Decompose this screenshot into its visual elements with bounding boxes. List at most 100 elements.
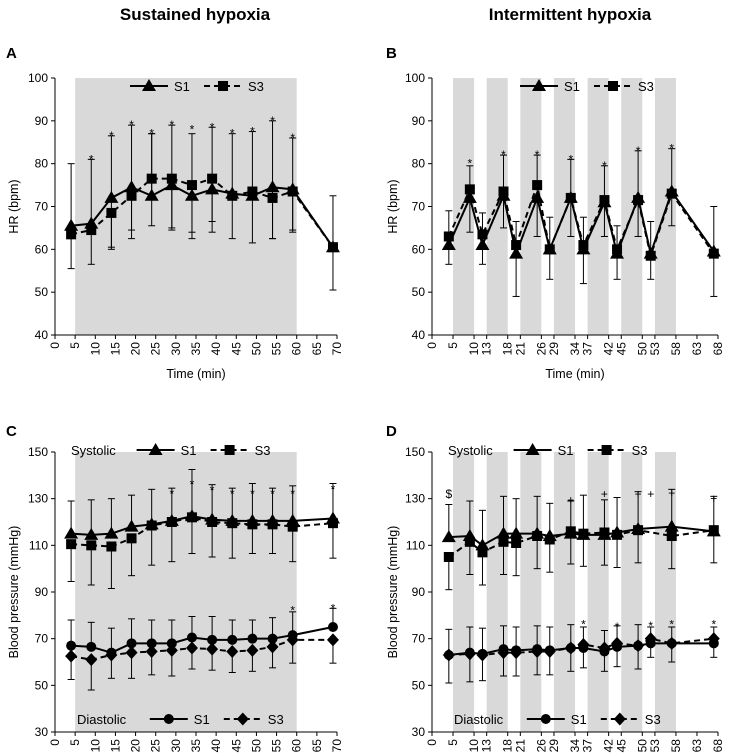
data-point-diastolic-s1 [186,632,197,643]
significance-mark: * [669,618,674,632]
data-point-diastolic-s1 [327,622,338,632]
x-tick-label: 15 [108,342,122,356]
significance-mark: + [635,487,642,501]
hypoxia-shade-7 [654,78,676,335]
data-point-s3 [66,229,77,240]
x-tick-label: 13 [480,342,494,356]
x-tick-label: 60 [290,342,304,356]
x-tick-label: 53 [648,342,662,356]
data-point-s3 [443,231,454,242]
data-point-diastolic-s1 [146,638,157,649]
y-tick-label: 70 [412,200,426,214]
data-point-systolic-s3 [227,518,238,529]
x-tick-label: 0 [425,739,439,746]
y-tick-label: 150 [28,445,48,459]
data-point-systolic-s3 [443,552,454,562]
y-tick-label: 100 [405,71,425,85]
y-axis-label: HR (bpm) [7,179,21,233]
panel-a: A 40 50 60 70 80 90 100 0 5 10 15 20 25 30 35 40 45 50 55 60… [6,45,344,381]
legend-legend-text-s1: S1 [564,79,580,94]
y-tick-label: 150 [405,445,425,459]
data-point-systolic-s3 [532,531,543,541]
significance-mark: * [290,604,295,618]
data-point-s3 [146,173,157,184]
data-point-s1 [509,246,524,259]
data-point-diastolic-s3 [206,642,219,656]
x-tick-label: 30 [169,342,183,356]
legend-diastolic-legend-text-s1: S1 [194,712,210,727]
legend-legend-marker-s1 [532,79,546,91]
data-point-systolic-s3 [106,541,117,552]
x-tick-label: 25 [149,739,163,753]
data-point-diastolic-s3 [286,633,299,647]
significance-mark: * [331,482,336,496]
y-tick-label: 30 [412,725,426,739]
data-point-diastolic-s3 [707,632,720,646]
data-point-s3 [267,192,278,203]
data-point-diastolic-s3 [246,643,259,657]
data-point-systolic-s3 [612,529,623,540]
significance-mark: * [290,487,295,501]
data-point-diastolic-s3 [125,646,138,660]
y-axis-label: HR (bpm) [386,179,400,233]
significance-mark: * [711,618,716,632]
significance-mark: * [250,487,255,501]
data-point-systolic-s1 [84,527,99,540]
significance-mark: * [669,142,674,156]
title-intermittent-hypoxia: Intermittent hypoxia [489,5,652,24]
significance-mark: + [668,486,675,500]
x-tick-label: 13 [480,739,494,753]
data-point-systolic-s1 [441,530,456,543]
legend-diastolic-legend-text-s1: S1 [571,712,587,727]
y-tick-label: 90 [412,114,426,128]
x-tick-label: 30 [169,739,183,753]
hypoxia-shade-6 [621,452,643,732]
data-point-diastolic-s3 [326,633,339,647]
data-point-systolic-s1 [509,526,524,539]
data-point-diastolic-s3 [85,653,98,667]
series-s1 [441,148,721,297]
legend-systolic-legend-text-s1: S1 [181,443,197,458]
significance-mark: * [109,129,114,143]
data-point-systolic-s3 [544,534,555,545]
significance-mark: * [190,122,195,136]
x-tick-label: 53 [648,739,662,753]
significance-mark: * [129,118,134,132]
legend-systolic-legend-marker-s1 [525,443,540,455]
data-point-systolic-s3 [578,528,589,539]
data-point-s3 [106,207,117,218]
data-point-s1 [530,190,545,203]
x-tick-label: 10 [467,342,481,356]
data-point-s3 [612,244,623,255]
data-point-diastolic-s3 [543,645,556,658]
data-point-s3 [166,173,177,184]
legend-diastolic-legend-text-s3: S3 [268,712,284,727]
data-point-systolic-s3 [247,519,258,530]
significance-mark: + [567,493,574,507]
data-point-systolic-s3 [327,518,338,529]
data-point-systolic-s3 [599,527,610,538]
significance-mark: * [250,125,255,139]
data-point-s3 [464,184,475,195]
x-tick-label: 70 [330,739,344,753]
data-point-diastolic-s1 [126,638,137,649]
y-tick-label: 70 [35,632,49,646]
data-point-s1 [441,238,456,251]
hypoxia-shade-5 [587,452,609,732]
x-tick-label: 65 [310,342,324,356]
data-point-systolic-s3 [207,517,218,527]
data-point-diastolic-s3 [577,638,590,651]
data-point-systolic-s3 [498,536,509,547]
x-tick-label: 58 [669,342,683,356]
y-tick-label: 80 [412,157,426,171]
legend-legend-text-s3: S3 [248,79,264,94]
y-tick-label: 100 [28,71,48,85]
legend-diastolic-legend-label: Diastolic [454,712,504,727]
data-point-diastolic-s3 [463,647,476,661]
hypoxia-shade-3 [520,452,542,732]
significance-mark: * [568,152,573,166]
hypoxia-shade-1 [75,78,297,335]
data-point-s3 [207,173,218,184]
data-point-s3 [498,186,509,197]
significance-mark: $ [445,487,452,501]
